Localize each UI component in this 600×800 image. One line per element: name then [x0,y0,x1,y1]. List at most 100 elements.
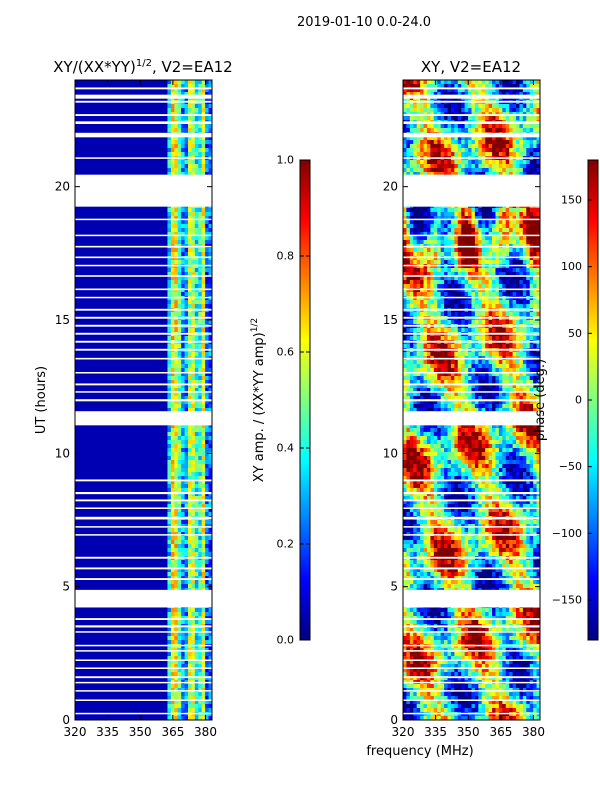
phase-cell [413,476,418,481]
phase-cell [461,428,466,433]
phase-cell [403,640,407,645]
phase-cell [461,488,466,493]
phase-cell [416,140,421,145]
phase-cell [413,344,418,349]
amp-cell [170,552,175,557]
phase-cell [461,672,466,677]
phase-cell [403,92,407,97]
amp-cell [201,452,206,457]
phase-cell [430,228,435,233]
phase-cell [426,520,431,525]
phase-cell [457,396,462,401]
phase-cell [461,108,466,113]
phase-cell [450,224,455,229]
amp-cell [177,664,182,669]
amp-cell [194,520,199,525]
amp-cell [181,388,185,393]
phase-cell [444,436,448,441]
amp-cell [181,148,185,153]
amp-cell [191,208,196,213]
phase-cell [454,708,459,713]
phase-cell [423,380,428,385]
phase-cell [430,476,435,481]
amp-cell [174,372,179,377]
amp-cell [198,236,203,241]
amp-cell [177,140,182,145]
phase-cell [437,452,442,457]
phase-cell [403,268,407,273]
phase-cell [420,288,424,293]
phase-cell [454,660,459,665]
amp-cell [181,628,185,633]
phase-cell [420,260,424,265]
amp-cell [177,700,182,705]
phase-cell [406,548,411,553]
phase-cell [403,344,407,349]
amp-cell [181,484,185,489]
phase-cell [447,608,452,613]
phase-cell [423,464,428,469]
phase-cell [423,360,428,365]
amp-cell [194,716,199,720]
phase-cell [454,572,459,577]
phase-cell [409,696,414,701]
phase-cell [454,428,459,433]
phase-cell [423,452,428,457]
amp-cell [205,380,209,385]
amp-cell [205,436,209,441]
phase-cell [440,344,445,349]
amp-cell [198,248,203,253]
phase-cell [437,228,442,233]
phase-cell [454,652,459,657]
amp-cell [198,312,203,317]
phase-cell [413,432,418,437]
phase-cell [440,168,445,173]
phase-cell [409,508,414,513]
phase-cell [430,612,435,617]
amp-cell [170,492,175,497]
amp-cell [188,548,192,553]
phase-cell [409,240,414,245]
phase-cell [430,104,435,109]
amp-cell [177,240,182,245]
amp-cell [205,468,209,473]
amp-cell [191,464,196,469]
amp-cell [174,656,179,661]
amp-cell [174,440,179,445]
amp-cell [191,668,196,673]
phase-cell [440,708,445,713]
phase-cell [433,304,438,309]
amp-cell [205,476,209,481]
amp-cell [167,388,172,393]
phase-cell [440,376,445,381]
phase-cell [426,564,431,569]
phase-cell [457,484,462,489]
amp-cell [167,652,172,657]
amp-cell [174,444,179,449]
amp-cell [184,440,189,445]
amp-cell [198,612,203,617]
amp-cell [167,656,172,661]
phase-cell [461,668,466,673]
phase-cell [413,320,418,325]
phase-cell [416,240,421,245]
phase-cell [420,704,424,709]
phase-cell [413,684,418,689]
phase-cell [426,148,431,153]
amp-cell [177,364,182,369]
amp-cell [181,228,185,233]
phase-cell [406,692,411,697]
amp-cell [201,128,206,133]
amp-cell [167,276,172,281]
amp-cell [174,632,179,637]
phase-cell [450,260,455,265]
phase-cell [461,236,466,241]
amp-cell [198,140,203,145]
phase-cell [444,684,448,689]
amp-cell [167,456,172,461]
phase-cell [457,140,462,145]
amp-cell [177,472,182,477]
phase-cell [447,372,452,377]
amp-cell [205,620,209,625]
phase-cell [444,236,448,241]
